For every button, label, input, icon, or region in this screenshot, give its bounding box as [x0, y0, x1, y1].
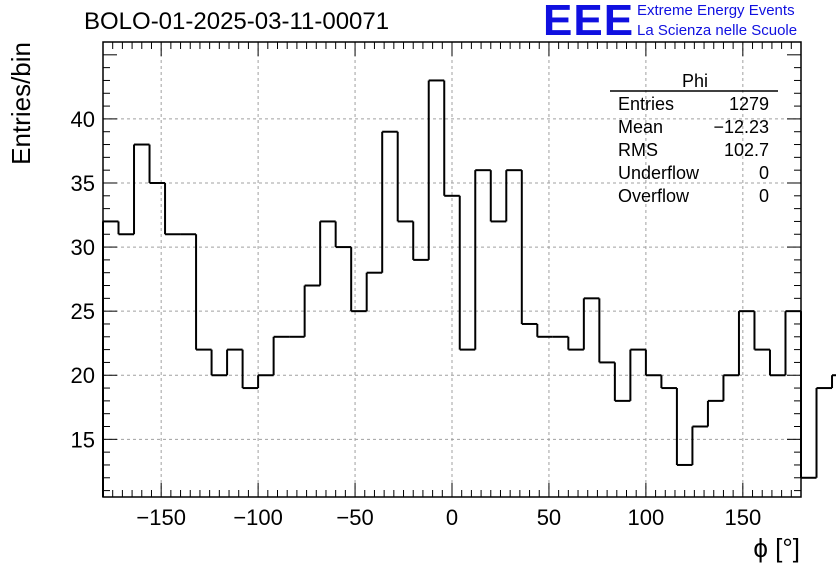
x-tick-label: −150 [136, 505, 186, 530]
stats-box: Phi Entries 1279 Mean −12.23 RMS 102.7 Underfl… [610, 71, 778, 206]
logo-subtitle-line2: La Scienza nelle Scuole [637, 22, 798, 39]
stats-label: Overflow [618, 186, 690, 206]
stats-value: 1279 [729, 94, 769, 114]
y-axis-title: Entries/bin [6, 42, 36, 165]
stats-value: 102.7 [724, 140, 769, 160]
stats-value: 0 [759, 163, 769, 183]
y-tick-label: 20 [71, 363, 95, 388]
y-tick-label: 40 [71, 107, 95, 132]
x-axis-title: ϕ [°] [753, 533, 800, 563]
stats-label: RMS [618, 140, 658, 160]
x-tick-label: −50 [336, 505, 373, 530]
x-tick-label: 100 [628, 505, 665, 530]
axis-ticks [103, 42, 801, 497]
x-tick-label: 0 [446, 505, 458, 530]
chart-title: BOLO-01-2025-03-11-00071 [84, 8, 390, 35]
x-tick-label: 150 [724, 505, 761, 530]
x-tick-label: −100 [233, 505, 283, 530]
y-tick-label: 35 [71, 171, 95, 196]
x-tick-label: 50 [537, 505, 561, 530]
y-tick-label: 25 [71, 299, 95, 324]
stats-label: Entries [618, 94, 674, 114]
stats-value: −12.23 [713, 117, 769, 137]
stats-label: Mean [618, 117, 663, 137]
logo-subtitle-line1: Extreme Energy Events [637, 2, 795, 19]
stats-label: Underflow [618, 163, 700, 183]
stats-value: 0 [759, 186, 769, 206]
grid [103, 42, 801, 497]
stats-name: Phi [682, 71, 708, 91]
histogram-layer [102, 79, 836, 497]
tick-labels: −150 −100 −50 0 50 100 150 15 20 25 30 35 40 [71, 107, 762, 530]
y-tick-label: 30 [71, 235, 95, 260]
eee-logo: EEE [543, 0, 635, 45]
y-tick-label: 15 [71, 427, 95, 452]
